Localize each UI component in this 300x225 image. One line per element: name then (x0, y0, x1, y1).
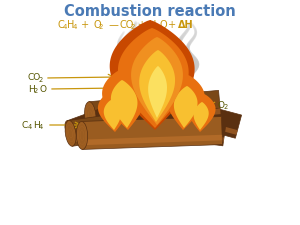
Polygon shape (148, 92, 242, 138)
Polygon shape (124, 108, 226, 146)
Polygon shape (189, 94, 215, 132)
Text: 2: 2 (34, 88, 38, 94)
Text: 4: 4 (39, 124, 43, 130)
Ellipse shape (65, 121, 77, 144)
Text: CO: CO (120, 20, 134, 30)
Polygon shape (131, 37, 183, 125)
Text: +: + (135, 20, 149, 30)
Polygon shape (67, 87, 169, 143)
Text: 2: 2 (224, 104, 228, 110)
Ellipse shape (85, 102, 96, 130)
Polygon shape (69, 104, 191, 146)
Polygon shape (102, 70, 145, 130)
Polygon shape (98, 92, 126, 132)
Polygon shape (110, 20, 195, 130)
Ellipse shape (76, 122, 88, 149)
Text: +: + (78, 20, 92, 30)
Polygon shape (167, 75, 205, 130)
Polygon shape (89, 90, 221, 130)
Text: 2: 2 (99, 24, 103, 30)
Text: H: H (67, 20, 74, 30)
Text: H: H (33, 121, 40, 130)
Text: —: — (106, 20, 122, 30)
Polygon shape (139, 50, 175, 122)
Text: 2: 2 (155, 24, 159, 30)
Text: 4: 4 (28, 124, 32, 130)
Text: C: C (57, 20, 64, 30)
Text: O: O (218, 101, 225, 110)
Polygon shape (71, 121, 191, 142)
Text: Combustion reaction: Combustion reaction (64, 4, 236, 20)
Text: O: O (93, 20, 100, 30)
Polygon shape (149, 107, 238, 135)
Polygon shape (104, 100, 121, 130)
Polygon shape (72, 101, 168, 140)
Polygon shape (111, 80, 137, 128)
Text: 2: 2 (39, 77, 43, 83)
Text: H: H (149, 20, 156, 30)
Text: 4: 4 (73, 24, 77, 30)
Text: 2: 2 (131, 24, 135, 30)
Polygon shape (148, 66, 167, 118)
Polygon shape (118, 28, 189, 128)
Text: O: O (39, 85, 46, 94)
Polygon shape (174, 86, 197, 128)
Polygon shape (82, 117, 222, 149)
Text: ΔH: ΔH (178, 20, 194, 30)
Polygon shape (194, 102, 209, 130)
Text: O: O (159, 20, 166, 30)
Text: 4: 4 (63, 24, 68, 30)
Text: H: H (28, 85, 35, 94)
Ellipse shape (65, 120, 76, 146)
Polygon shape (82, 135, 222, 145)
Polygon shape (124, 124, 224, 142)
Polygon shape (91, 108, 220, 125)
Text: CO: CO (28, 74, 41, 83)
Text: +: + (165, 20, 179, 30)
Text: C: C (22, 121, 28, 130)
